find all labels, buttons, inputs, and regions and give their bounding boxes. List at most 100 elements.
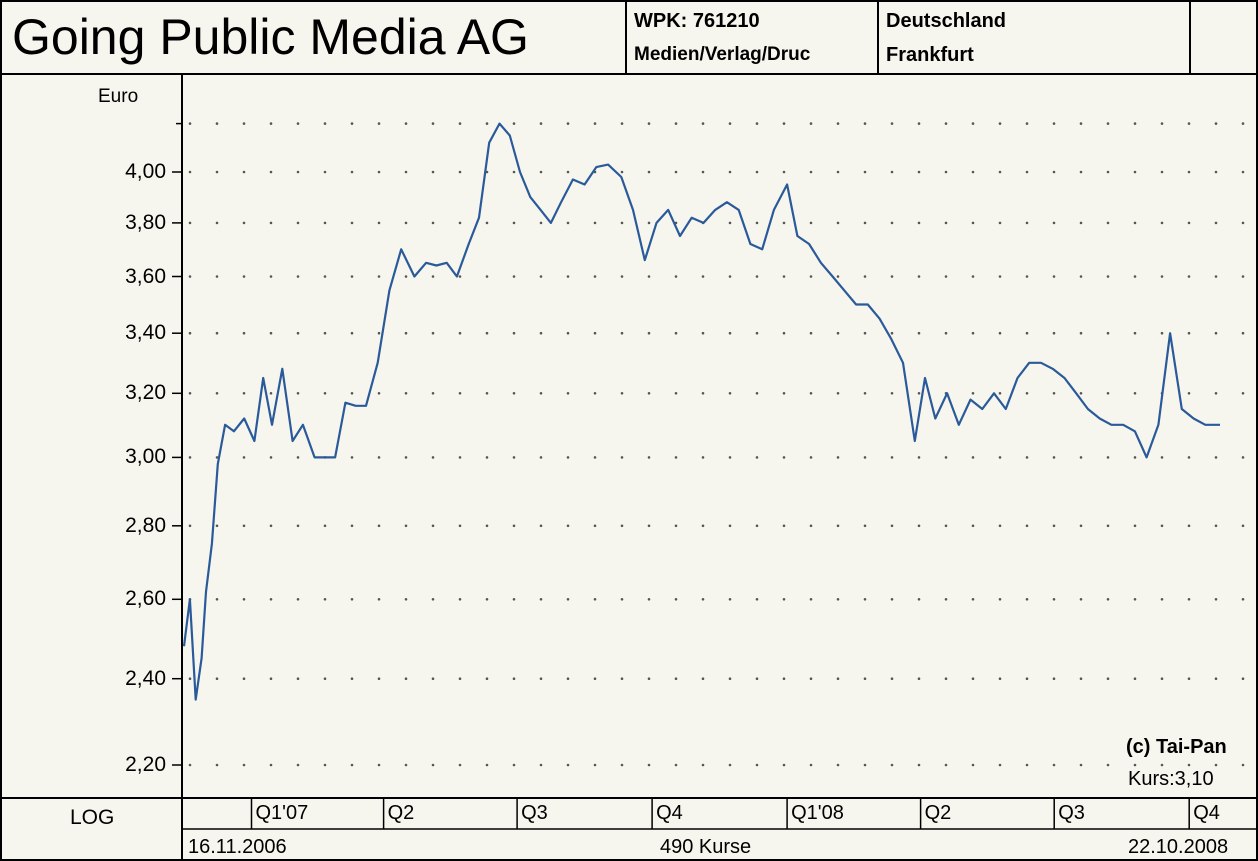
grid-dot	[512, 170, 516, 174]
grid-dot	[566, 275, 570, 278]
grid-dot	[890, 221, 894, 225]
grid-dot	[296, 677, 300, 680]
grid-dot	[188, 456, 192, 459]
grid-dot	[1025, 456, 1029, 459]
grid-dot	[323, 275, 327, 278]
grid-dot	[620, 763, 624, 767]
y-tick-label: 3,80	[125, 210, 166, 234]
grid-dot	[1214, 221, 1218, 225]
grid-dot	[242, 524, 246, 528]
grid-dot	[1160, 122, 1164, 125]
grid-dot	[1160, 598, 1164, 601]
grid-dot	[215, 677, 219, 680]
quarter-label: Q2	[924, 802, 952, 824]
grid-dot	[863, 221, 867, 225]
grid-dot	[458, 677, 462, 680]
grid-dot	[1241, 763, 1245, 767]
grid-dot	[1160, 221, 1164, 225]
grid-dot	[593, 392, 597, 395]
grid-dot	[728, 524, 732, 528]
grid-dot	[836, 392, 840, 395]
grid-dot	[809, 221, 813, 225]
grid-dot	[242, 456, 246, 459]
grid-dot	[377, 598, 381, 601]
quarter-label: Q4	[656, 802, 683, 824]
grid-dot	[917, 170, 921, 174]
grid-dot	[1160, 275, 1164, 278]
grid-dot	[485, 524, 489, 528]
grid-dot	[647, 170, 651, 174]
grid-dot	[1160, 456, 1164, 459]
grid-dot	[728, 221, 732, 225]
grid-dot	[1025, 221, 1029, 225]
grid-dot	[539, 524, 543, 528]
grid-dot	[1133, 456, 1137, 459]
grid-dot	[1187, 524, 1191, 528]
price-series-line	[182, 122, 1220, 701]
grid-dot	[404, 221, 408, 225]
grid-dot	[890, 275, 894, 278]
grid-dot	[566, 170, 570, 174]
grid-dot	[647, 524, 651, 528]
grid-dot	[890, 392, 894, 395]
grid-dot	[1106, 677, 1110, 680]
grid-dot	[863, 122, 867, 125]
grid-dot	[215, 275, 219, 278]
grid-dot	[782, 221, 786, 225]
grid-dot	[296, 456, 300, 459]
grid-dot	[1187, 331, 1191, 335]
grid-dot	[971, 598, 975, 601]
grid-dot	[1052, 456, 1056, 459]
grid-dot	[269, 221, 273, 225]
grid-dot	[593, 275, 597, 278]
grid-dot	[809, 524, 813, 528]
grid-dot	[404, 331, 408, 335]
grid-dot	[242, 392, 246, 395]
grid-dot	[782, 275, 786, 278]
grid-dot	[215, 331, 219, 335]
grid-dot	[1106, 392, 1110, 395]
grid-dot	[458, 122, 462, 125]
grid-dot	[1106, 275, 1110, 278]
grid-dot	[296, 598, 300, 601]
grid-dot	[269, 598, 273, 601]
grid-dot	[1106, 456, 1110, 459]
page-title: Going Public Media AG	[12, 9, 529, 65]
grid-dot	[1187, 598, 1191, 601]
grid-dot	[512, 598, 516, 601]
grid-dot	[809, 598, 813, 601]
grid-dot	[647, 677, 651, 680]
grid-dot	[404, 122, 408, 125]
grid-dot	[728, 677, 732, 680]
grid-dot	[377, 524, 381, 528]
grid-dot	[188, 221, 192, 225]
grid-dot	[1214, 275, 1218, 278]
quarter-label: Q2	[387, 802, 415, 824]
grid-dot	[755, 331, 759, 335]
grid-dot	[1241, 456, 1245, 459]
grid-dot	[377, 677, 381, 680]
grid-dot	[1106, 122, 1110, 125]
grid-dot	[539, 221, 543, 225]
grid-dot	[755, 392, 759, 395]
grid-dot	[323, 598, 327, 601]
grid-dot	[377, 392, 381, 395]
grid-dot	[1079, 275, 1083, 278]
grid-dot	[350, 456, 354, 459]
grid-dot	[674, 524, 678, 528]
grid-dot	[512, 456, 516, 459]
grid-dot	[1214, 392, 1218, 395]
grid-dot	[215, 598, 219, 601]
grid-dot	[1133, 598, 1137, 601]
grid-dot	[647, 221, 651, 225]
grid-dot	[296, 524, 300, 528]
grid-dot	[1160, 170, 1164, 174]
grid-dot	[566, 122, 570, 125]
grid-dot	[1079, 392, 1083, 395]
grid-dot	[620, 331, 624, 335]
grid-dot	[377, 122, 381, 125]
country-label: Deutschland	[886, 10, 1007, 32]
grid-dot	[944, 275, 948, 278]
grid-dot	[998, 677, 1002, 680]
quarter-label: Q1'08	[791, 802, 844, 824]
